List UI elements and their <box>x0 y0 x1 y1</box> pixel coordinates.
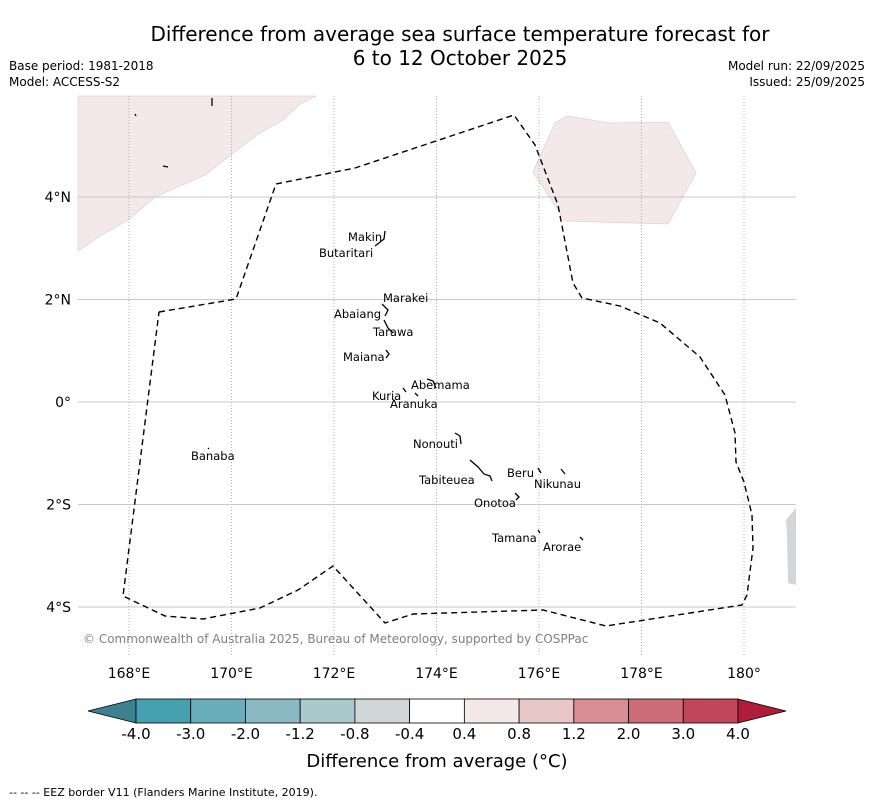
colorbar-tick-label: 1.2 <box>561 725 586 743</box>
island-label: Makin <box>348 230 383 244</box>
x-tick-label: 168°E <box>108 666 151 682</box>
colorbar-tick-label: -3.0 <box>176 725 206 743</box>
colorbar-tick-label: 2.0 <box>616 725 641 743</box>
island-label: Arorae <box>543 540 582 554</box>
island-label: Abemama <box>411 378 470 392</box>
island-label: Nonouti <box>413 437 458 451</box>
island-label: Tabiteuea <box>419 473 475 487</box>
anomaly-region-northwest <box>77 95 317 252</box>
x-tick-label: 174°E <box>415 666 458 682</box>
model-run: Model run: 22/09/2025 <box>727 59 865 73</box>
gridlines <box>78 96 796 655</box>
island-shape <box>514 492 520 501</box>
colorbar-tick-label: -4.0 <box>121 725 151 743</box>
eez-footnote: -- -- -- EEZ border V11 (Flanders Marine… <box>9 786 318 799</box>
island-shape <box>374 230 386 247</box>
colorbar-segment <box>682 698 739 724</box>
island-shape <box>381 303 389 317</box>
colorbar-segment <box>299 698 356 724</box>
issued-date: Issued: 25/09/2025 <box>749 75 865 89</box>
x-tick-label: 176°E <box>518 666 561 682</box>
colorbar-segment <box>409 698 465 724</box>
colorbar-tick-label: -2.0 <box>230 725 261 743</box>
island-shape <box>383 319 394 334</box>
axis-ticks: 168°E 170°E 172°E 174°E 176°E 178°E 180° 4°N 2°N… <box>45 190 761 682</box>
island-shape <box>537 529 541 534</box>
island-label: Tamana <box>492 531 537 545</box>
island-label: Beru <box>507 466 534 480</box>
colorbar-segment <box>573 698 629 724</box>
colorbar-under-arrow <box>87 698 137 724</box>
island-shape <box>560 468 566 475</box>
island-label: Maiana <box>343 350 385 364</box>
y-tick-label: 2°N <box>45 293 71 309</box>
colorbar-tick-label: 3.0 <box>671 725 696 743</box>
colorbar-tick-label: -0.4 <box>394 725 425 743</box>
island-label: Kuria <box>372 389 402 403</box>
y-tick-label: 4°N <box>45 190 71 206</box>
colorbar-segment <box>463 698 520 724</box>
colorbar-tick-label: -1.2 <box>285 725 315 743</box>
island-shape <box>385 349 390 359</box>
island-shape <box>134 113 137 117</box>
anomaly-region-northeast <box>532 115 697 225</box>
chart-title: Difference from average sea surface temp… <box>0 22 873 70</box>
eez-border-line <box>122 114 754 627</box>
island-label: Aranuka <box>390 397 438 411</box>
y-tick-label: 4°S <box>46 600 71 616</box>
copyright-notice: © Commonwealth of Australia 2025, Bureau… <box>83 632 589 646</box>
colorbar-tick-label: 4.0 <box>726 725 750 743</box>
island-shape <box>579 536 584 541</box>
x-tick-label: 172°E <box>313 666 356 682</box>
colorbar-segment <box>628 698 684 724</box>
island-shape <box>207 447 210 450</box>
island-label: Onotoa <box>474 496 516 510</box>
island-label: Marakei <box>383 291 429 305</box>
colorbar-tick-label: 0.8 <box>507 725 532 743</box>
island-shape <box>454 432 462 445</box>
title-line-2: 6 to 12 October 2025 <box>352 46 568 70</box>
x-tick-label: 180° <box>727 666 761 682</box>
colorbar-tick-label: -0.8 <box>340 725 370 743</box>
island-shape <box>402 387 407 393</box>
island-label: Nikunau <box>534 477 582 491</box>
title-line-1: Difference from average sea surface temp… <box>150 22 770 46</box>
meta-right: Model run: 22/09/2025 Issued: 25/09/2025 <box>728 58 865 90</box>
colorbar-segment <box>245 698 301 724</box>
colorbar-title: Difference from average (°C) <box>306 751 568 772</box>
colorbar-segment <box>354 698 411 724</box>
y-tick-label: 2°S <box>46 498 71 514</box>
anomaly-regions <box>77 95 796 585</box>
island-label: Butaritari <box>319 246 374 260</box>
colorbar-tick-label: 0.4 <box>452 725 477 743</box>
island-shape <box>537 467 542 474</box>
island-label: Tarawa <box>373 325 414 339</box>
island-shapes <box>134 98 584 541</box>
island-shape <box>162 165 169 168</box>
x-tick-label: 178°E <box>620 666 663 682</box>
colorbar-segment <box>518 698 575 724</box>
colorbar-segment <box>135 698 192 724</box>
island-shape <box>469 459 493 482</box>
anomaly-region-southeast <box>786 508 796 585</box>
island-label: Abaiang <box>334 307 382 321</box>
meta-left: Base period: 1981-2018 Model: ACCESS-S2 <box>9 58 154 90</box>
island-shape <box>414 392 419 397</box>
colorbar-segment <box>190 698 246 724</box>
y-tick-label: 0° <box>55 395 71 411</box>
colorbar-over-arrow <box>737 698 787 724</box>
x-tick-label: 170°E <box>210 666 253 682</box>
model-name: Model: ACCESS-S2 <box>9 75 121 89</box>
island-label: Banaba <box>191 449 235 463</box>
colorbar <box>87 698 787 724</box>
eez-border <box>122 114 754 627</box>
island-shape <box>426 378 437 389</box>
base-period: Base period: 1981-2018 <box>9 59 154 73</box>
